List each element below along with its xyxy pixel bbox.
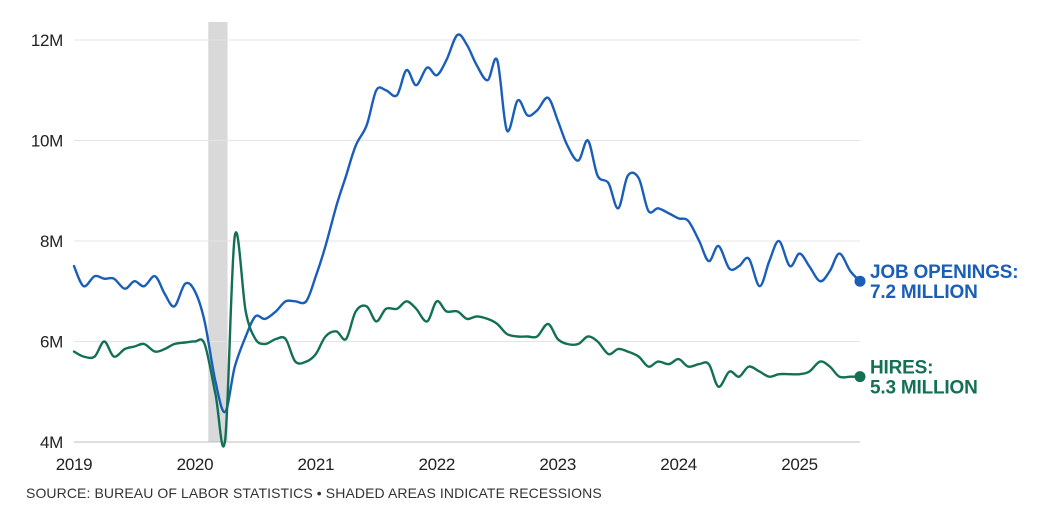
y-tick-label: 10M	[31, 132, 63, 151]
x-tick-label: 2019	[56, 455, 93, 474]
y-tick-label: 8M	[40, 232, 63, 251]
hires-end-label: 5.3 MILLION	[870, 378, 978, 399]
recession-layer	[208, 22, 228, 442]
x-tick-label: 2020	[177, 455, 214, 474]
x-tick-label: 2025	[781, 455, 818, 474]
job-openings-end-point	[854, 275, 866, 287]
end-labels: JOB OPENINGS:7.2 MILLION HIRES:5.3 MILLIO…	[870, 262, 1019, 399]
y-tick-label: 6M	[40, 333, 63, 352]
grid-layer	[74, 39, 860, 443]
source-note: SOURCE: BUREAU OF LABOR STATISTICS • SHA…	[26, 485, 602, 501]
y-tick-label: 12M	[31, 31, 63, 50]
hires-line	[72, 231, 862, 448]
job-openings-line	[72, 33, 862, 414]
hires-end-label: HIRES:	[870, 358, 933, 379]
x-tick-label: 2024	[660, 455, 697, 474]
hires-end-point	[854, 371, 866, 383]
x-axis: 2019 2020 2021 2022 2023 2024 2025	[56, 441, 860, 474]
x-tick-label: 2021	[298, 455, 335, 474]
x-tick-label: 2022	[418, 455, 455, 474]
y-axis: 12M 10M 8M 6M 4M	[31, 31, 63, 452]
job-openings-end-label: 7.2 MILLION	[870, 282, 978, 303]
y-tick-label: 4M	[40, 433, 63, 452]
job-openings-end-label: JOB OPENINGS:	[870, 262, 1018, 283]
series-layer	[72, 33, 866, 448]
x-tick-label: 2023	[539, 455, 576, 474]
recession-band	[208, 22, 228, 442]
